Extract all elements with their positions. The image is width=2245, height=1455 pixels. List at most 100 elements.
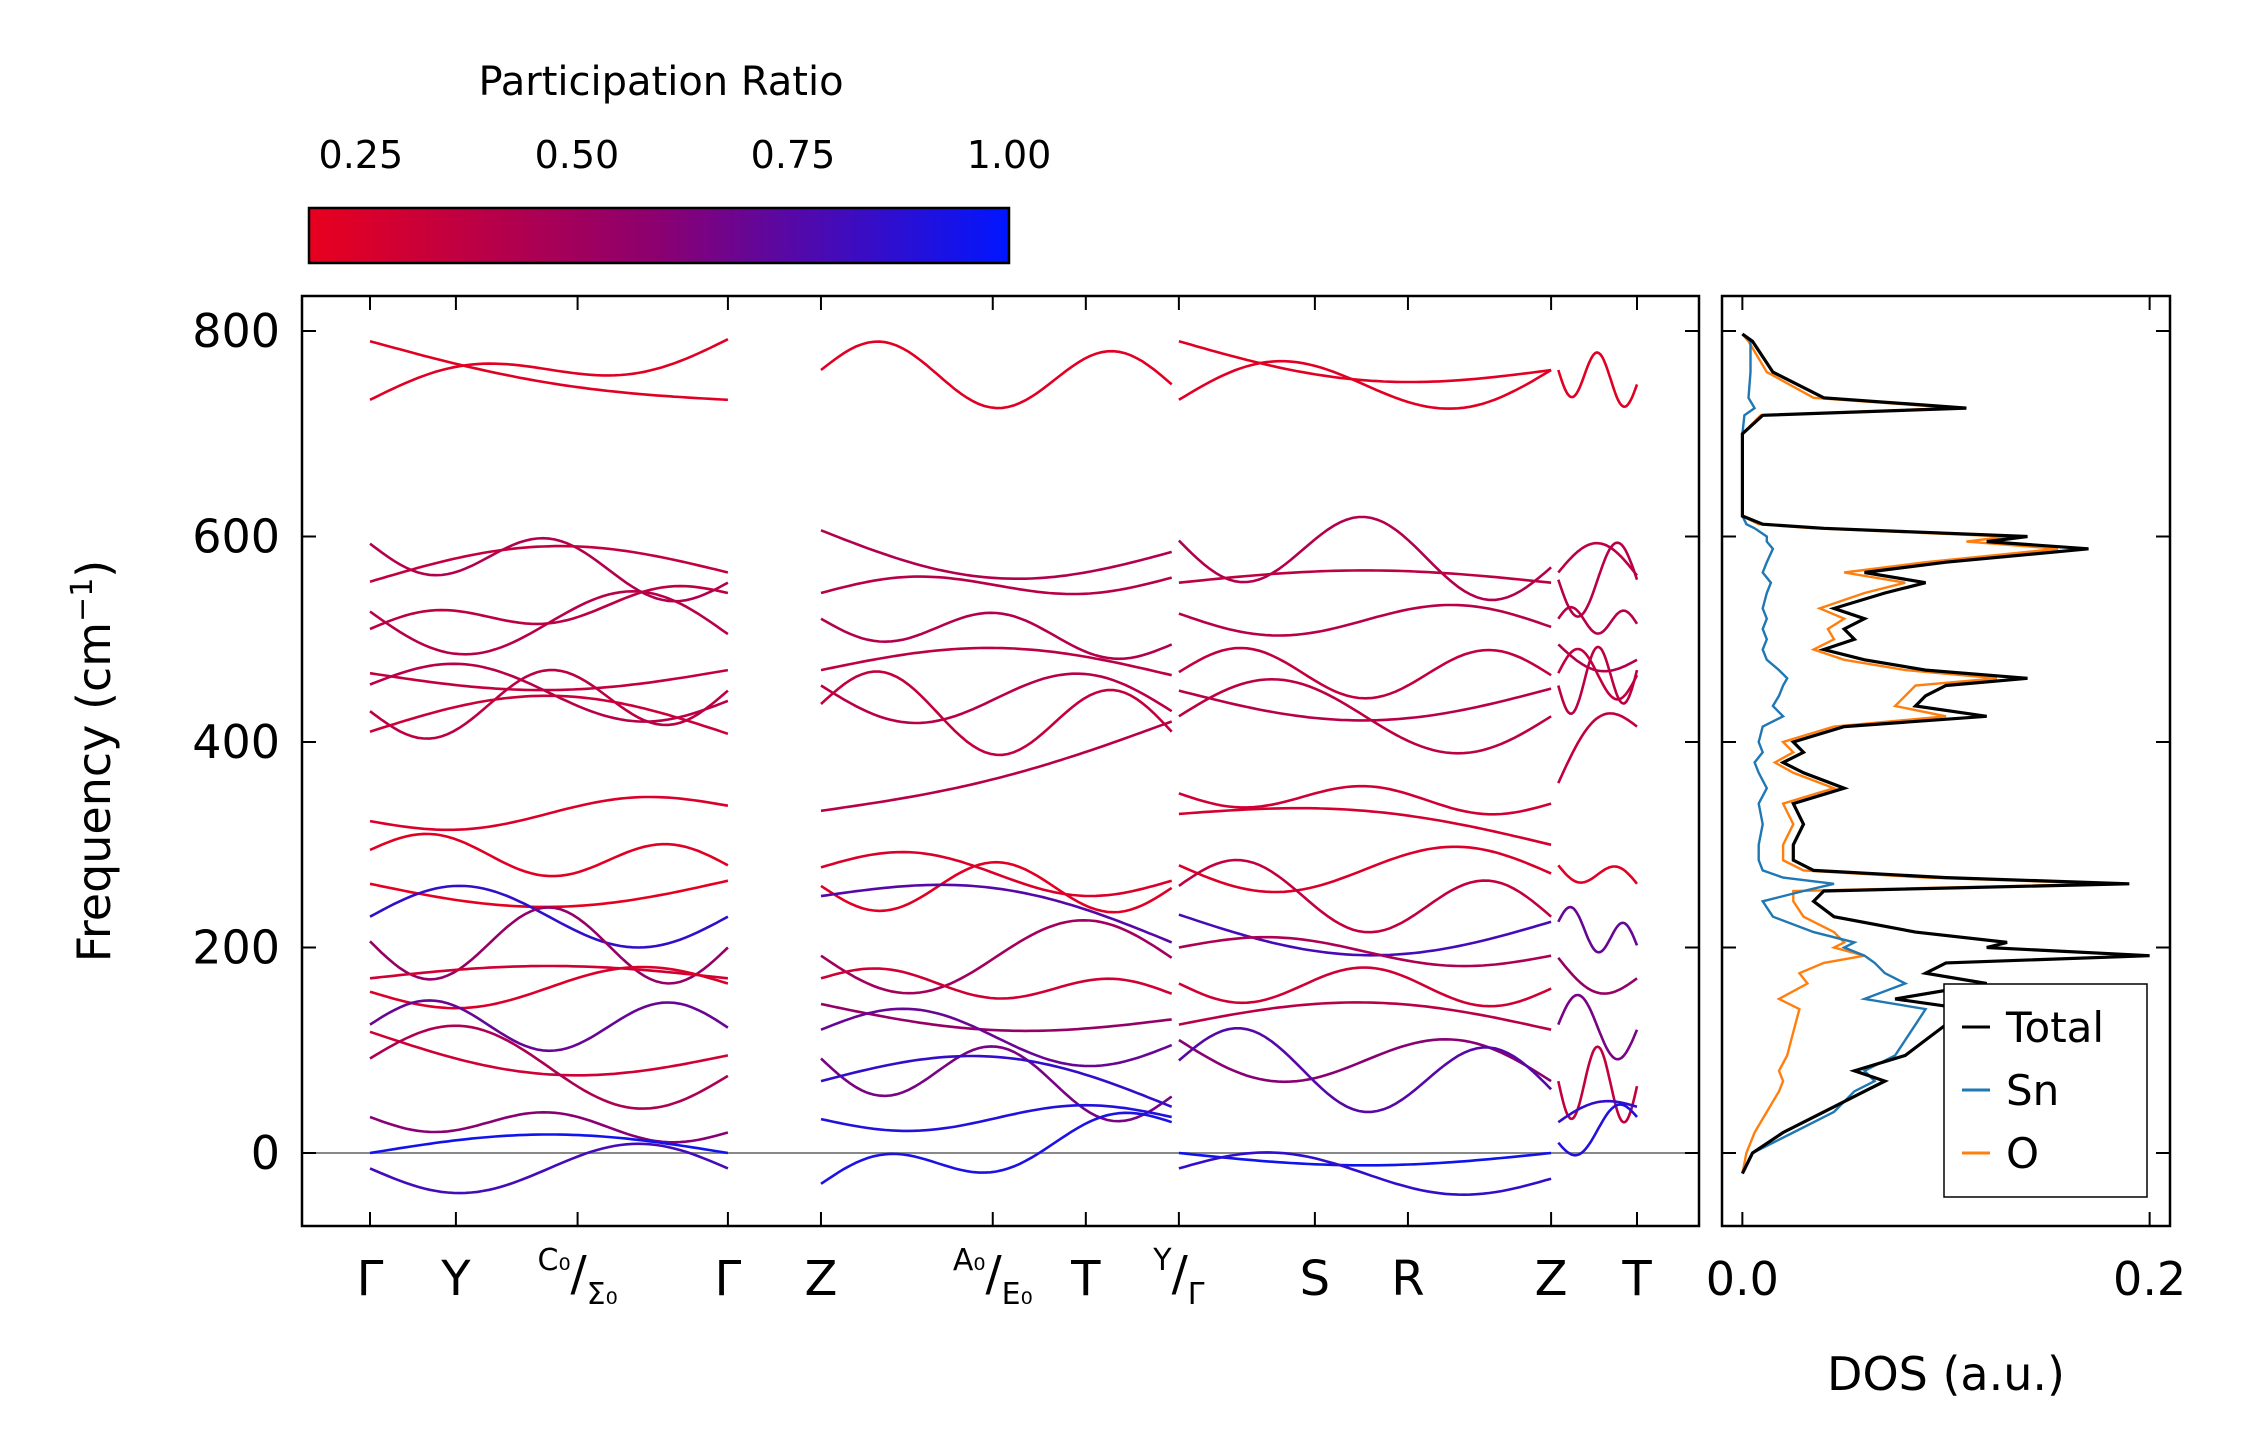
phonon-band <box>820 672 1173 725</box>
phonon-band <box>1178 1037 1552 1084</box>
dos-line-o <box>1741 333 2109 1174</box>
phonon-band <box>1178 845 1552 894</box>
y-axis-label-main: Frequency (cm <box>67 622 121 962</box>
y-axis-label: Frequency (cm−1) <box>65 560 121 963</box>
phonon-band <box>369 1142 729 1195</box>
phonon-band <box>1557 541 1639 577</box>
phonon-band <box>1557 1099 1638 1124</box>
phonon-band <box>1178 935 1552 968</box>
dos-panel: 0.0 0.2 DOS (a.u.) Total Sn O <box>1706 294 2186 1401</box>
phonon-band <box>820 646 1173 677</box>
k-tick-label-sub: Σ₀ <box>587 1277 618 1312</box>
k-path-ticks: Γ Y C₀/Σ₀ Γ Z A₀/E₀ T Y/Γ S R Z T <box>357 1243 1653 1312</box>
phonon-band <box>1557 864 1639 885</box>
y-axis-ticks: 0 200 400 600 800 <box>192 304 2170 1180</box>
y-tick-label: 400 <box>192 715 280 769</box>
colorbar: Participation Ratio 0.25 0.50 0.75 1.00 <box>307 59 1052 265</box>
phonon-band <box>1178 913 1552 957</box>
phonon-band <box>369 879 729 909</box>
phonon-band <box>820 850 1173 898</box>
k-tick-label: R <box>1391 1251 1424 1307</box>
phonon-band <box>369 1030 729 1077</box>
k-tick-label-sub: Γ <box>1188 1277 1205 1312</box>
phonon-band <box>820 720 1173 813</box>
dos-line-total <box>1740 332 2150 1175</box>
phonon-band <box>1557 645 1639 716</box>
k-tick-label: Γ <box>715 1251 742 1307</box>
phonon-band <box>369 884 729 949</box>
k-tick-label: Z <box>1535 1251 1568 1307</box>
colorbar-tick-label: 0.25 <box>319 133 404 177</box>
phonon-band <box>1557 905 1639 954</box>
phonon-band <box>820 611 1173 661</box>
phonon-band <box>369 694 729 736</box>
k-tick-label-slash: / <box>1172 1246 1189 1302</box>
phonon-band <box>1178 1001 1552 1031</box>
phonon-band <box>369 999 729 1053</box>
phonon-band <box>820 918 1173 995</box>
phonon-band <box>1178 603 1552 637</box>
phonon-bands <box>369 338 1639 1197</box>
phonon-band <box>1557 647 1639 701</box>
phonon-band <box>369 906 729 985</box>
k-tick-label-split: C₀/Σ₀ <box>538 1243 618 1312</box>
legend-label: Total <box>2005 1003 2104 1052</box>
y-tick-label: 800 <box>192 304 280 358</box>
phonon-band <box>1557 712 1638 784</box>
phonon-band <box>1178 1151 1552 1167</box>
phonon-band <box>369 668 729 740</box>
phonon-band <box>1557 541 1639 618</box>
phonon-band <box>369 662 729 723</box>
dos-legend: Total Sn O <box>1943 983 2148 1198</box>
phonon-band <box>369 338 729 401</box>
phonon-band <box>820 967 1173 1000</box>
phonon-band <box>1178 806 1552 847</box>
colorbar-tick-label: 0.75 <box>751 133 836 177</box>
phonon-band <box>820 529 1173 580</box>
dos-line-sn <box>1741 333 1928 1175</box>
k-tick-label: S <box>1300 1251 1330 1307</box>
phonon-band <box>369 1133 729 1155</box>
phonon-band <box>369 832 729 878</box>
phonon-band <box>820 1054 1173 1109</box>
k-tick-label: T <box>1070 1251 1101 1307</box>
phonon-band <box>369 1110 729 1144</box>
colorbar-title: Participation Ratio <box>478 59 843 105</box>
phonon-band <box>1178 1027 1553 1114</box>
dos-axes-frame <box>1720 294 2172 1228</box>
k-tick-label-sup: A₀ <box>953 1243 986 1278</box>
phonon-band <box>369 964 729 980</box>
phonon-band <box>1178 858 1552 934</box>
dos-x-tick-label: 0.0 <box>1706 1252 1779 1306</box>
phonon-band <box>369 668 729 692</box>
colorbar-ticks: 0.25 0.50 0.75 1.00 <box>319 133 1052 263</box>
dos-x-tick-label: 0.2 <box>2113 1252 2186 1306</box>
dos-x-axis-label: DOS (a.u.) <box>1827 1347 2065 1401</box>
dos-lines <box>1740 332 2150 1175</box>
phonon-band <box>1178 687 1552 722</box>
y-axis-label-sup: −1 <box>65 578 100 622</box>
phonon-band <box>820 1111 1173 1185</box>
phonon-band <box>820 1007 1173 1068</box>
legend-label: O <box>2006 1129 2039 1178</box>
k-tick-label: Γ <box>357 1251 384 1307</box>
k-tick-label: Z <box>805 1251 838 1307</box>
k-tick-label-sub: E₀ <box>1002 1277 1033 1312</box>
phonon-band <box>1557 1045 1639 1124</box>
band-axes-frame <box>300 294 1701 1228</box>
phonon-band <box>369 340 728 402</box>
phonon-band <box>820 860 1173 914</box>
k-tick-label: Y <box>440 1251 471 1307</box>
phonon-band <box>820 340 1173 410</box>
colorbar-tick-label: 1.00 <box>967 133 1052 177</box>
legend-items: Total Sn O <box>1962 1003 2104 1178</box>
legend-label: Sn <box>2006 1066 2059 1115</box>
phonon-band <box>1557 1103 1638 1157</box>
y-tick-label: 0 <box>251 1126 280 1180</box>
phonon-band <box>820 1103 1172 1133</box>
phonon-band <box>820 575 1173 596</box>
dos-ticks: 0.0 0.2 <box>1706 296 2186 1306</box>
colorbar-tick-label: 0.50 <box>535 133 620 177</box>
colorbar-gradient <box>307 206 1011 265</box>
